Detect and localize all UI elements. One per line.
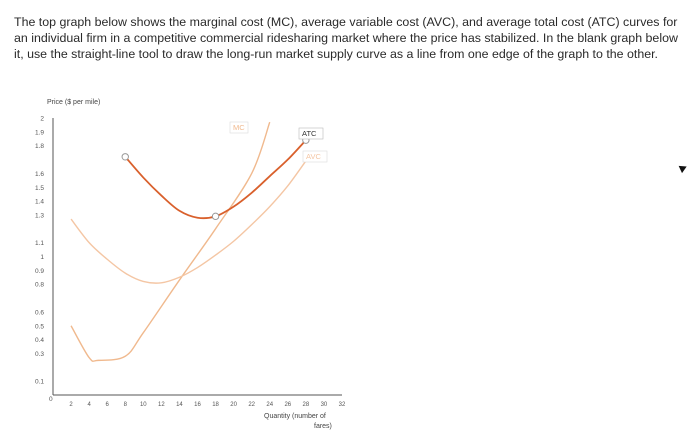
question-instructions: The top graph below shows the marginal c… bbox=[14, 15, 678, 61]
avc-label-box bbox=[302, 150, 328, 163]
x-tick-label: 10 bbox=[140, 402, 147, 408]
y-tick-label: 1.8 bbox=[35, 143, 44, 150]
origin-label: 0 bbox=[49, 396, 53, 403]
x-axis-label-line1: Quantity (number of bbox=[264, 413, 326, 420]
y-tick-label: 0.8 bbox=[35, 282, 44, 289]
x-axis-ticks: 2 4 6 8 10 12 14 16 18 20 22 24 26 28 30 32 bbox=[69, 402, 346, 408]
x-tick-label: 18 bbox=[212, 402, 219, 408]
mc-label-box bbox=[229, 121, 249, 134]
avc-curve bbox=[70, 160, 307, 284]
x-tick-label: 14 bbox=[176, 402, 183, 408]
y-tick-label: 0.4 bbox=[35, 337, 44, 344]
y-tick-label: 1.5 bbox=[35, 185, 44, 192]
y-tick-label: 1.6 bbox=[35, 171, 44, 178]
y-tick-label: 1.3 bbox=[35, 212, 44, 219]
y-tick-label: 0.5 bbox=[35, 323, 44, 330]
x-tick-label: 28 bbox=[303, 402, 310, 408]
x-tick-label: 8 bbox=[124, 402, 128, 408]
curve-point-marker[interactable] bbox=[121, 153, 129, 161]
curves-group bbox=[70, 121, 307, 362]
y-axis-ticks: 0.1 0.3 0.4 0.5 0.6 0.8 0.9 1 1.1 1.3 1.4 1.5 1.6 1.8… bbox=[35, 116, 44, 386]
x-tick-label: 4 bbox=[87, 402, 91, 408]
atc-curve bbox=[124, 139, 307, 220]
x-tick-label: 22 bbox=[248, 402, 255, 408]
curve-markers bbox=[121, 136, 310, 221]
atc-label-box bbox=[298, 127, 324, 140]
x-tick-label: 16 bbox=[194, 402, 201, 408]
y-tick-label: 1 bbox=[40, 254, 44, 261]
y-tick-label: 2 bbox=[40, 116, 44, 123]
x-tick-label: 2 bbox=[69, 402, 73, 408]
x-tick-label: 20 bbox=[230, 402, 237, 408]
y-tick-label: 1.9 bbox=[35, 129, 44, 136]
x-tick-label: 32 bbox=[339, 402, 346, 408]
avc-curve-label: AVC bbox=[306, 152, 321, 161]
y-tick-label: 0.3 bbox=[35, 351, 44, 358]
x-tick-label: 12 bbox=[158, 402, 165, 408]
y-tick-label: 0.9 bbox=[35, 268, 44, 275]
curve-labels: MC ATC AVC bbox=[229, 121, 328, 163]
curve-point-marker[interactable] bbox=[211, 212, 220, 221]
y-axis-label: Price ($ per mile) bbox=[47, 99, 100, 106]
y-tick-label: 0.6 bbox=[35, 309, 44, 316]
x-tick-label: 26 bbox=[284, 402, 291, 408]
x-tick-label: 6 bbox=[106, 402, 110, 408]
y-tick-label: 1.4 bbox=[35, 199, 44, 206]
y-tick-label: 1.1 bbox=[35, 240, 44, 247]
mc-curve-label: MC bbox=[233, 123, 245, 132]
x-axis-label-line2: fares) bbox=[314, 423, 332, 430]
y-tick-label: 0.1 bbox=[35, 379, 44, 386]
x-tick-label: 30 bbox=[321, 402, 328, 408]
x-tick-label: 24 bbox=[266, 402, 273, 408]
atc-curve-label: ATC bbox=[302, 129, 317, 138]
mc-curve bbox=[70, 121, 271, 362]
